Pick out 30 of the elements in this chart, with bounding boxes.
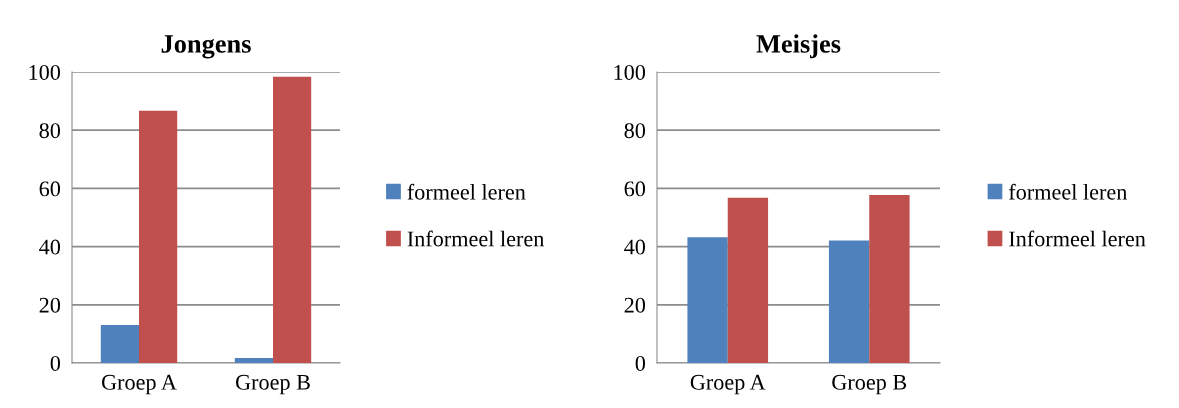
y-tick-label: 80 xyxy=(624,123,646,139)
bar xyxy=(687,237,728,363)
legend-label: formeel leren xyxy=(1008,183,1128,200)
legend-label: formeel leren xyxy=(407,183,526,200)
legend-label: Informeel leren xyxy=(407,230,545,247)
y-tick-label: 60 xyxy=(624,181,646,197)
y-tick-label: 40 xyxy=(39,239,61,255)
x-tick-label: Groep A xyxy=(101,374,177,395)
chart-title: Meisjes xyxy=(756,34,841,59)
bar xyxy=(273,76,312,363)
bar xyxy=(828,240,870,363)
bar xyxy=(869,195,910,363)
x-tick-label: Groep B xyxy=(832,374,907,395)
bar xyxy=(234,358,273,363)
bar xyxy=(139,110,178,363)
y-tick-label: 100 xyxy=(29,64,61,80)
x-tick-label: Groep B xyxy=(235,374,310,395)
x-tick-label: Groep A xyxy=(690,374,766,395)
y-tick-label: 80 xyxy=(39,123,61,139)
bar xyxy=(100,324,139,363)
y-tick-label: 20 xyxy=(624,297,646,313)
y-tick-label: 0 xyxy=(635,355,646,371)
chart-title: Jongens xyxy=(161,35,251,59)
bar xyxy=(727,197,769,363)
y-tick-label: 100 xyxy=(614,64,646,80)
y-tick-label: 60 xyxy=(39,181,61,197)
y-tick-label: 40 xyxy=(624,239,646,255)
y-tick-label: 20 xyxy=(39,297,61,313)
legend-label: Informeel leren xyxy=(1009,230,1146,247)
y-tick-label: 0 xyxy=(50,355,61,371)
